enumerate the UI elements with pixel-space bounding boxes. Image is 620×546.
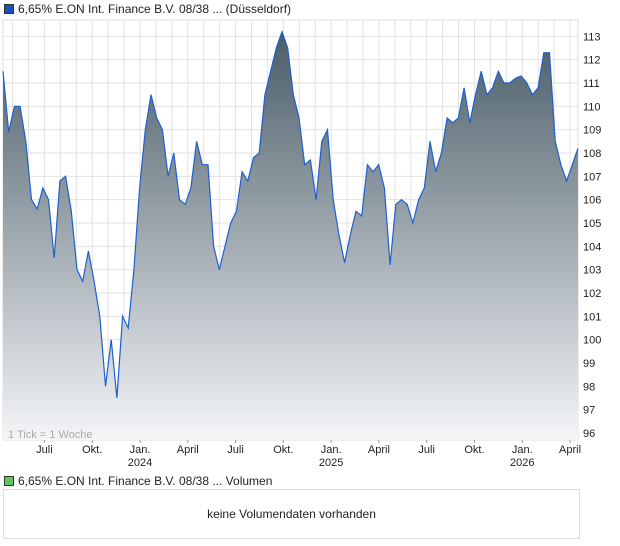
y-tick-label: 100 <box>583 335 601 347</box>
volume-empty-text: keine Volumendaten vorhanden <box>207 507 376 521</box>
x-tick-label: Juli <box>36 444 53 456</box>
price-chart: 96 97 98 99 100 101 102 103 104 105 106 107 108 109 11… <box>2 19 601 469</box>
x-tick-label: April <box>368 444 390 456</box>
price-line <box>2 29 579 399</box>
price-area <box>3 31 578 440</box>
y-tick-label: 97 <box>583 405 595 417</box>
y-tick-label: 108 <box>583 148 601 160</box>
x-tick-label: April <box>559 444 581 456</box>
x-year-label: 2026 <box>510 457 534 469</box>
tick-note: 1 Tick = 1 Woche <box>8 429 92 441</box>
price-legend-swatch <box>4 4 14 14</box>
y-tick-label: 111 <box>583 78 600 90</box>
x-tick-label: Okt. <box>82 444 102 456</box>
y-tick-label: 103 <box>583 265 601 277</box>
y-tick-label: 106 <box>583 195 601 207</box>
volume-legend-swatch <box>4 476 14 486</box>
x-tick-label: April <box>177 444 199 456</box>
y-tick-label: 98 <box>583 381 595 393</box>
x-year-label: 2025 <box>319 457 343 469</box>
volume-legend: 6,65% E.ON Int. Finance B.V. 08/38 ... V… <box>4 474 272 488</box>
x-tick-label: Juli <box>227 444 244 456</box>
x-year-label: 2024 <box>128 457 152 469</box>
y-tick-label: 110 <box>583 101 601 113</box>
x-tick-label: Jan. <box>130 444 151 456</box>
y-tick-label: 105 <box>583 218 601 230</box>
y-tick-label: 101 <box>583 311 601 323</box>
x-tick-label: Okt. <box>273 444 293 456</box>
x-tick-label: Jan. <box>321 444 342 456</box>
y-tick-label: 112 <box>583 55 601 67</box>
price-legend-label: 6,65% E.ON Int. Finance B.V. 08/38 ... (… <box>18 2 292 16</box>
price-legend: 6,65% E.ON Int. Finance B.V. 08/38 ... (… <box>4 2 291 16</box>
y-tick-label: 96 <box>583 428 595 440</box>
x-tick-label: Jan. <box>512 444 533 456</box>
volume-panel: keine Volumendaten vorhanden <box>3 489 580 539</box>
volume-legend-label: 6,65% E.ON Int. Finance B.V. 08/38 ... V… <box>18 474 273 488</box>
y-tick-label: 99 <box>583 358 595 370</box>
x-tick-label: Okt. <box>464 444 484 456</box>
y-tick-label: 107 <box>583 171 601 183</box>
y-tick-label: 102 <box>583 288 601 300</box>
y-tick-label: 113 <box>583 31 601 43</box>
y-tick-label: 104 <box>583 241 601 253</box>
y-tick-label: 109 <box>583 125 601 137</box>
x-tick-label: Juli <box>418 444 435 456</box>
